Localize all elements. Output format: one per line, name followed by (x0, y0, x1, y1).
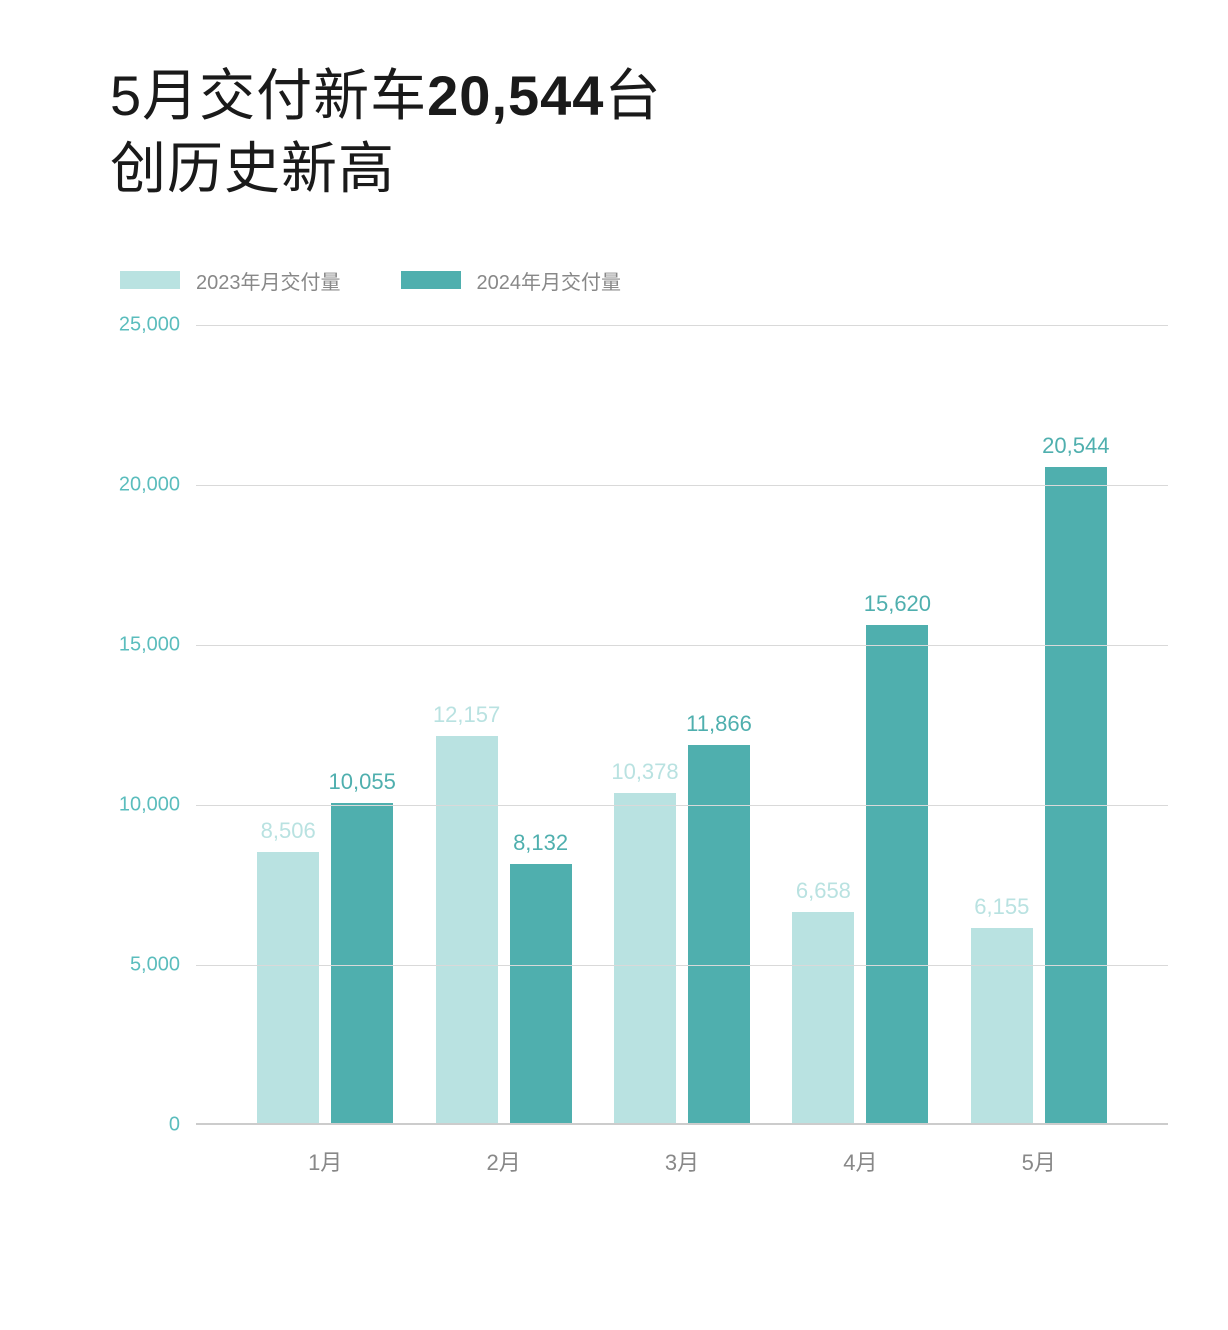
bar-value-label: 20,544 (1025, 433, 1127, 467)
bar-value-label: 6,658 (772, 878, 874, 912)
bar-value-label: 8,132 (490, 830, 592, 864)
legend-item-2023: 2023年月交付量 (120, 266, 341, 295)
bar-value-label: 12,157 (416, 702, 518, 736)
gridline (196, 645, 1168, 646)
y-tick-label: 0 (100, 1113, 180, 1136)
legend-label-2024: 2024年月交付量 (477, 266, 622, 295)
gridline (196, 965, 1168, 966)
bar-value-label: 8,506 (237, 818, 339, 852)
bar-value-label: 11,866 (668, 711, 770, 745)
bar: 6,658 (792, 912, 854, 1125)
bar: 20,544 (1045, 467, 1107, 1124)
legend-item-2024: 2024年月交付量 (401, 266, 622, 295)
legend-swatch-2023 (120, 271, 180, 289)
chart-legend: 2023年月交付量 2024年月交付量 (120, 266, 1168, 295)
y-tick-label: 20,000 (100, 473, 180, 496)
title-line-2: 创历史新高 (110, 133, 1168, 206)
x-tick-label: 1月 (308, 1145, 342, 1177)
y-tick-label: 10,000 (100, 793, 180, 816)
legend-swatch-2024 (401, 271, 461, 289)
title-suffix: 台 (604, 64, 661, 127)
gridline (196, 805, 1168, 806)
gridline (196, 485, 1168, 486)
bar: 10,378 (614, 793, 676, 1125)
x-axis-labels: 1月 2月 3月 4月 5月 (196, 1125, 1168, 1195)
bar: 15,620 (866, 625, 928, 1125)
title-block: 5月交付新车20,544台 创历史新高 (110, 60, 1168, 206)
legend-label-2023: 2023年月交付量 (196, 266, 341, 295)
delivery-bar-chart: 8,50610,05512,1578,13210,37811,8666,6581… (100, 325, 1168, 1195)
bar-value-label: 6,155 (951, 894, 1053, 928)
bar-value-label: 10,378 (594, 759, 696, 793)
title-line-1: 5月交付新车20,544台 (110, 60, 1168, 133)
title-prefix: 5月交付新车 (110, 64, 427, 127)
x-tick-label: 2月 (486, 1145, 520, 1177)
bar: 6,155 (971, 928, 1033, 1125)
y-tick-label: 25,000 (100, 313, 180, 336)
y-tick-label: 15,000 (100, 633, 180, 656)
title-bold-number: 20,544 (427, 64, 604, 127)
x-tick-label: 4月 (843, 1145, 877, 1177)
bar: 11,866 (688, 745, 750, 1125)
page-root: 5月交付新车20,544台 创历史新高 2023年月交付量 2024年月交付量 … (0, 0, 1228, 1330)
bars-layer: 8,50610,05512,1578,13210,37811,8666,6581… (196, 325, 1168, 1125)
bar: 12,157 (436, 736, 498, 1125)
bar: 8,506 (257, 852, 319, 1124)
gridline (196, 325, 1168, 326)
bar-value-label: 15,620 (846, 591, 948, 625)
y-tick-label: 5,000 (100, 953, 180, 976)
x-tick-label: 5月 (1022, 1145, 1056, 1177)
bar-value-label: 10,055 (311, 769, 413, 803)
bar: 8,132 (510, 864, 572, 1124)
x-tick-label: 3月 (665, 1145, 699, 1177)
chart-wrap: 8,50610,05512,1578,13210,37811,8666,6581… (60, 325, 1168, 1195)
plot-area: 8,50610,05512,1578,13210,37811,8666,6581… (196, 325, 1168, 1125)
